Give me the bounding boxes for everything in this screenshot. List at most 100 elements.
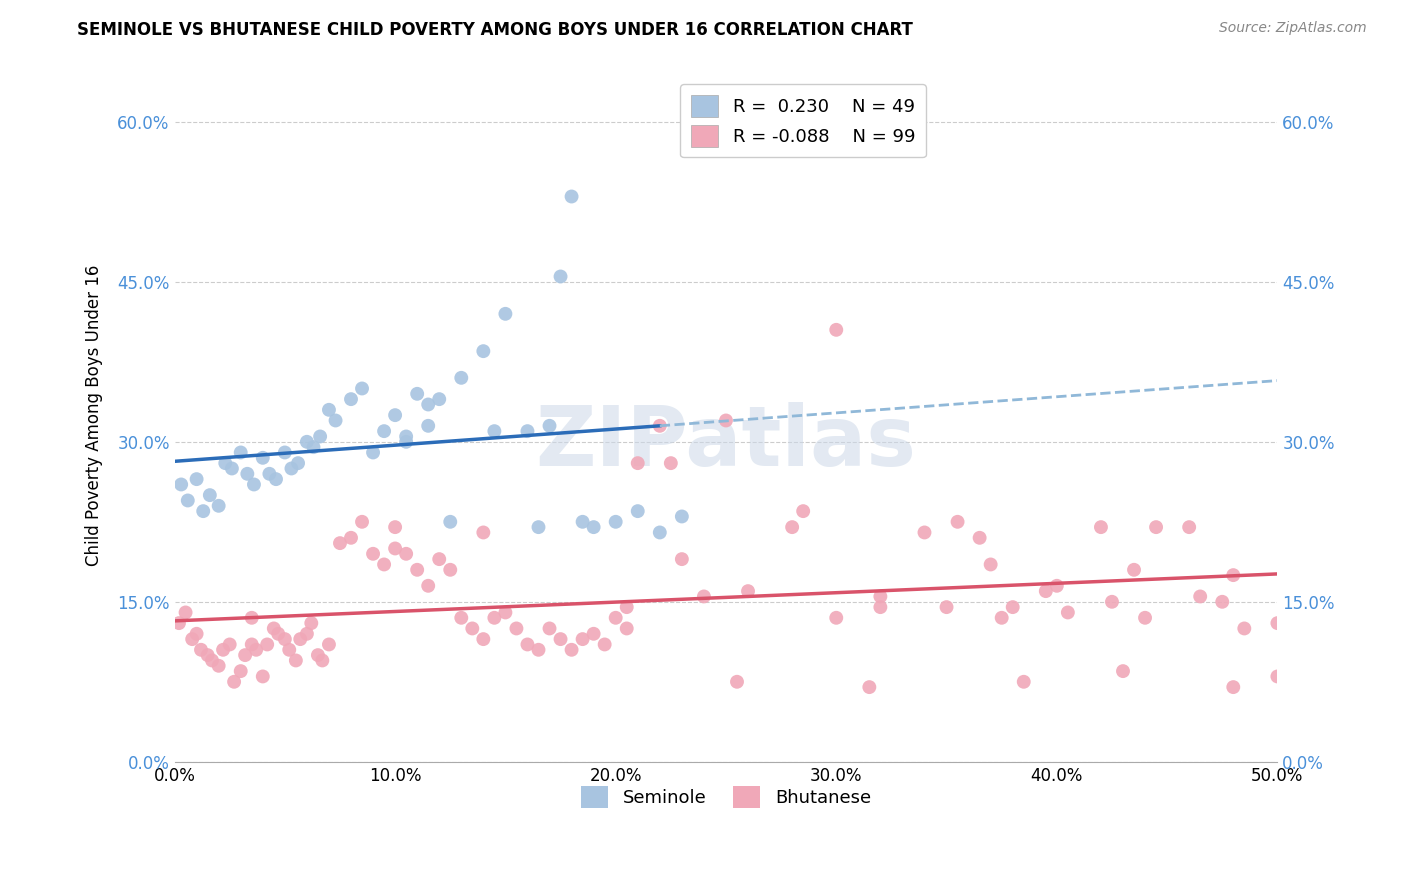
Point xyxy=(318,637,340,651)
Point xyxy=(472,632,495,647)
Point xyxy=(350,382,373,396)
Point xyxy=(561,189,583,203)
Point xyxy=(516,424,538,438)
Point xyxy=(472,525,495,540)
Point xyxy=(1233,622,1256,636)
Point xyxy=(395,429,418,443)
Point xyxy=(1035,584,1057,599)
Point xyxy=(418,579,440,593)
Point xyxy=(221,461,243,475)
Point xyxy=(214,456,236,470)
Point xyxy=(274,445,297,459)
Point xyxy=(1101,595,1123,609)
Point xyxy=(450,371,472,385)
Point xyxy=(914,525,936,540)
Point xyxy=(309,429,332,443)
Point xyxy=(648,525,671,540)
Y-axis label: Child Poverty Among Boys Under 16: Child Poverty Among Boys Under 16 xyxy=(86,264,103,566)
Text: SEMINOLE VS BHUTANESE CHILD POVERTY AMONG BOYS UNDER 16 CORRELATION CHART: SEMINOLE VS BHUTANESE CHILD POVERTY AMON… xyxy=(77,21,914,38)
Point xyxy=(350,515,373,529)
Point xyxy=(616,600,638,615)
Point xyxy=(295,434,318,449)
Point xyxy=(792,504,814,518)
Point xyxy=(287,456,309,470)
Point xyxy=(538,622,561,636)
Point xyxy=(233,648,256,662)
Point xyxy=(648,418,671,433)
Point xyxy=(208,658,231,673)
Point xyxy=(858,680,880,694)
Point xyxy=(384,520,406,534)
Point xyxy=(361,547,384,561)
Point xyxy=(969,531,991,545)
Point xyxy=(340,531,363,545)
Point xyxy=(582,520,605,534)
Point xyxy=(990,611,1012,625)
Point xyxy=(406,563,429,577)
Point xyxy=(627,504,650,518)
Point xyxy=(472,344,495,359)
Point xyxy=(538,418,561,433)
Point xyxy=(245,642,267,657)
Point xyxy=(582,627,605,641)
Point xyxy=(516,637,538,651)
Point xyxy=(240,637,263,651)
Point xyxy=(229,445,252,459)
Point xyxy=(170,477,193,491)
Point xyxy=(427,552,450,566)
Point xyxy=(406,386,429,401)
Point xyxy=(236,467,259,481)
Point xyxy=(198,488,221,502)
Point xyxy=(264,472,287,486)
Point xyxy=(256,637,278,651)
Point xyxy=(1012,674,1035,689)
Point xyxy=(1189,590,1212,604)
Point xyxy=(494,307,516,321)
Point xyxy=(1144,520,1167,534)
Point xyxy=(395,547,418,561)
Point xyxy=(671,509,693,524)
Point xyxy=(605,611,627,625)
Point xyxy=(1178,520,1201,534)
Point xyxy=(167,616,190,631)
Point xyxy=(869,590,891,604)
Point xyxy=(616,622,638,636)
Point xyxy=(527,520,550,534)
Point xyxy=(299,616,322,631)
Point xyxy=(318,402,340,417)
Point xyxy=(671,552,693,566)
Point xyxy=(461,622,484,636)
Point xyxy=(418,397,440,411)
Point xyxy=(263,622,285,636)
Point xyxy=(373,558,395,572)
Point xyxy=(259,467,281,481)
Point xyxy=(1057,606,1080,620)
Point xyxy=(1267,669,1289,683)
Point xyxy=(290,632,312,647)
Point xyxy=(550,269,572,284)
Point xyxy=(361,445,384,459)
Point xyxy=(439,515,461,529)
Point xyxy=(450,611,472,625)
Point xyxy=(427,392,450,406)
Point xyxy=(1046,579,1069,593)
Point xyxy=(527,642,550,657)
Point xyxy=(780,520,803,534)
Point xyxy=(593,637,616,651)
Point xyxy=(243,477,266,491)
Point xyxy=(384,408,406,422)
Point xyxy=(946,515,969,529)
Point xyxy=(190,642,212,657)
Point xyxy=(177,493,200,508)
Point xyxy=(605,515,627,529)
Point xyxy=(278,642,301,657)
Point xyxy=(193,504,215,518)
Point xyxy=(935,600,957,615)
Point xyxy=(252,669,274,683)
Point xyxy=(659,456,682,470)
Point xyxy=(174,606,197,620)
Point xyxy=(252,450,274,465)
Point xyxy=(725,674,748,689)
Point xyxy=(825,323,848,337)
Point xyxy=(418,418,440,433)
